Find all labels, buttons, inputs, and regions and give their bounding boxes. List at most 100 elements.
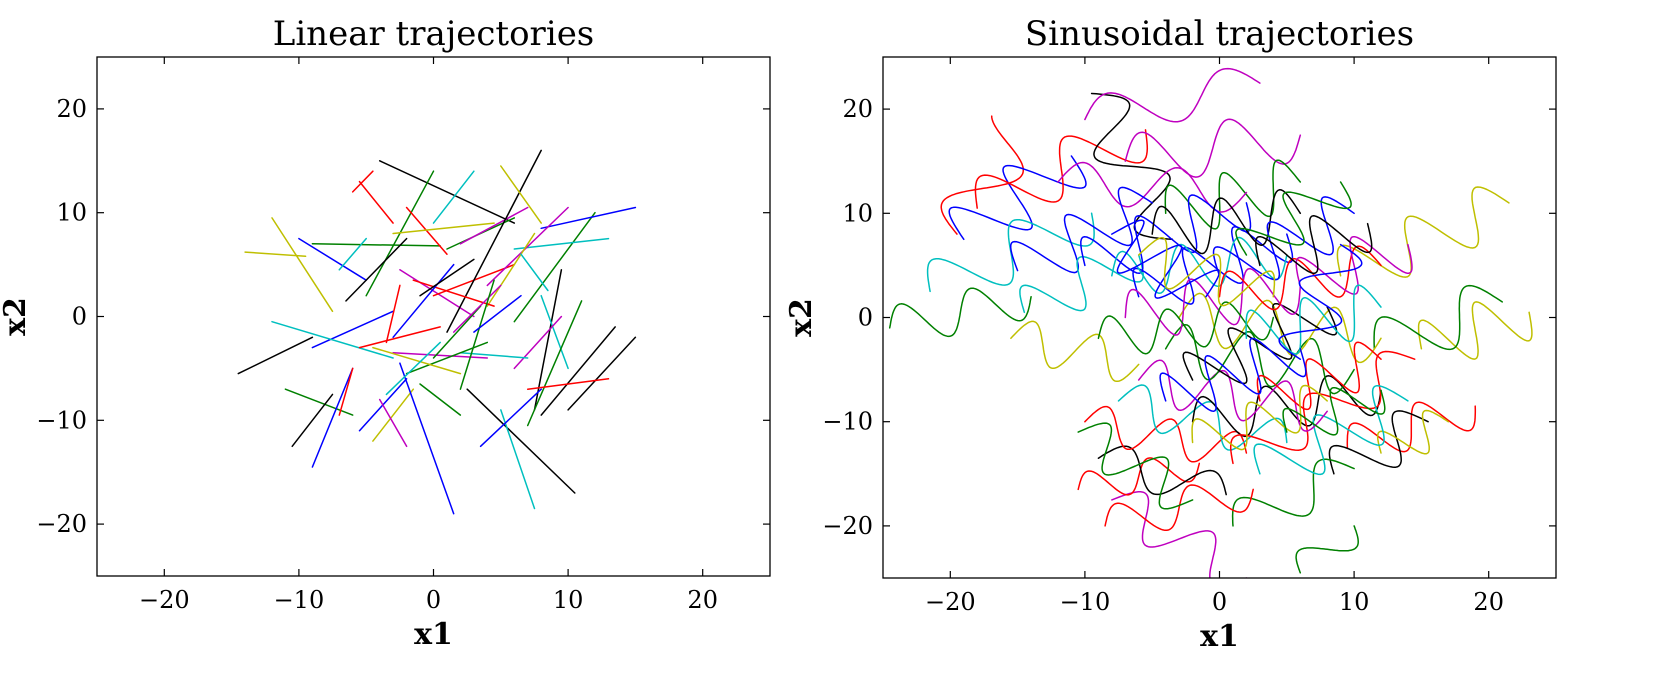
y-tick-label: −20 [36,510,87,538]
x-tick-label: 0 [1212,588,1227,616]
trajectory-line [513,237,610,250]
x-axis-label: x1 [414,617,453,652]
trajectory-line [1376,409,1450,455]
trajectory-line [446,149,542,333]
x-tick-label: 10 [1339,588,1370,616]
trajectory-line [392,263,455,339]
trajectory-line [1191,384,1328,451]
y-tick-label: 0 [858,304,873,332]
trajectory-line [405,206,448,255]
trajectory-line [1373,284,1503,351]
x-tick-label: −10 [1060,588,1111,616]
trajectory-line [486,232,536,307]
y-tick-label: 10 [56,199,87,227]
plot-area [237,149,637,515]
trajectory-line [1077,457,1201,496]
trajectory-line [1253,384,1409,476]
trajectory-line [1111,219,1221,299]
trajectory-line [1346,401,1477,453]
chart-panel-1: −20 −10 0 10 20 −20 −10 0 10 20 Linear trajectorie… [0,14,771,652]
trajectory-line [311,243,441,247]
trajectory-line [419,383,462,416]
trajectory-line [1255,215,1373,275]
trajectory-line [1084,405,1248,463]
trajectory-line [244,251,307,258]
y-tick-label: 0 [72,303,87,331]
trajectory-line [1235,181,1352,256]
y-axis-label: x2 [784,298,819,337]
trajectory-line [392,222,495,235]
trajectory-line [291,393,334,448]
trajectory-line [1295,235,1413,295]
trajectory-line [358,326,441,349]
trajectory-line [338,237,367,271]
trajectory-line [1010,320,1140,383]
trajectory-line [540,206,637,230]
trajectory-line [311,367,354,468]
x-tick-label: 10 [553,586,584,614]
trajectory-line [378,160,516,224]
trajectory-line [432,305,482,359]
trajectory-line [1229,350,1416,465]
trajectory-line [1164,159,1302,230]
trajectory-line [1328,410,1429,475]
chart-title: Linear trajectories [273,14,595,54]
trajectory-line [1182,302,1338,385]
trajectory-line [567,336,637,411]
trajectory-line [1256,341,1382,411]
trajectory-line [311,310,394,349]
trajectory-line [473,294,522,333]
trajectory-line [237,336,314,375]
trajectory-line [540,294,569,370]
trajectory-line [385,341,441,396]
x-tick-label: −10 [274,586,325,614]
trajectory-line [1090,92,1174,241]
trajectory-line [1159,337,1307,413]
trajectory-line [1019,254,1144,314]
trajectory-line [412,279,495,307]
axes-frame [882,56,1557,579]
y-tick-label: −10 [36,406,87,434]
trajectory-line [1417,301,1533,360]
trajectory-line [358,180,394,224]
trajectory-line [351,170,374,193]
trajectory-line [271,217,334,313]
trajectory-line [372,346,462,375]
plot-area [888,67,1533,578]
trajectory-line [500,409,536,510]
trajectory-line [513,211,596,323]
trajectory-line [1057,161,1248,213]
trajectory-line [399,269,475,318]
trajectory-line [533,269,563,411]
trajectory-line [1282,386,1386,436]
trajectory-line [1137,359,1328,432]
trajectory-line [378,398,408,448]
trajectory-line [520,253,549,292]
y-tick-label: 20 [56,95,87,123]
trajectory-line [500,165,542,224]
y-tick-label: 10 [842,199,873,227]
y-axis-label: x2 [0,297,33,336]
trajectory-line [385,284,401,344]
trajectory-line [1124,118,1302,178]
trajectory-line [1104,484,1254,532]
trajectory-line [888,287,1032,338]
trajectory-line [1084,67,1261,123]
trajectory-line [459,206,529,245]
trajectory-line [1097,445,1227,496]
trajectory-line [1077,422,1194,510]
trajectory-line [940,115,1025,235]
trajectory-line [1212,196,1355,281]
trajectory-line [452,284,502,333]
trajectory-line [1336,186,1510,278]
trajectory-line [271,320,394,359]
trajectory-line [399,362,455,515]
x-tick-label: 20 [1473,588,1504,616]
y-tick-label: −10 [822,408,873,436]
x-tick-label: −20 [925,588,976,616]
trajectory-line [1218,245,1382,311]
trajectory-line [1278,243,1363,360]
trajectory-line [419,258,475,297]
